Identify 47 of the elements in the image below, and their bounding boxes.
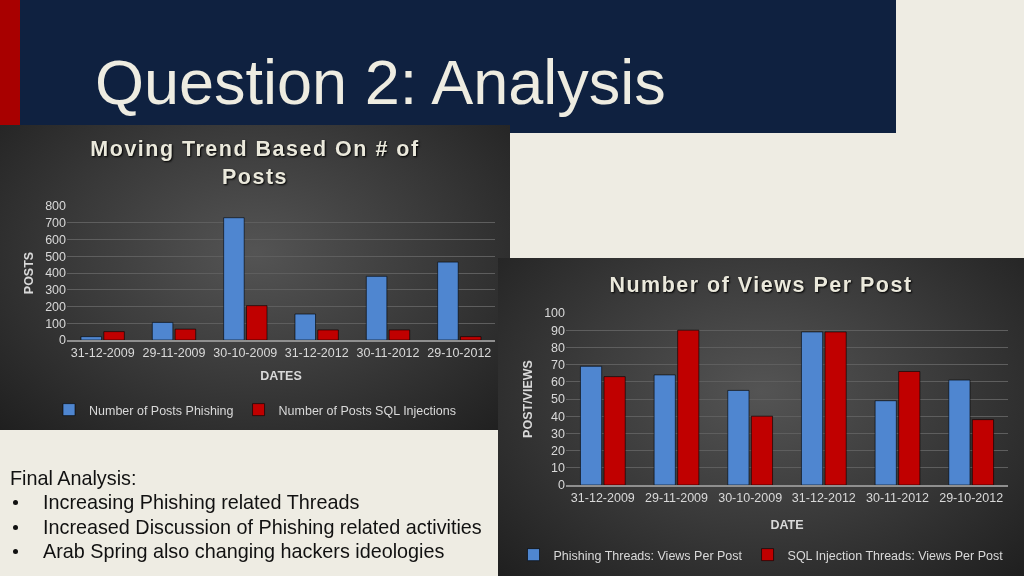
x-tick-label: 30-11-2012 [865,490,930,505]
y-tick-label: 10 [551,461,566,476]
y-tick-label: 200 [45,299,67,314]
y-tick-label: 40 [551,409,566,424]
y-tick-label: 100 [45,316,67,331]
x-tick-label: 29-10-2012 [939,490,1004,505]
legend-label: SQL Injection Threads: Views Per Post [787,548,1004,563]
x-tick-label: 31-12-2012 [284,345,349,360]
chart-title: Moving Trend Based On # of Posts [90,137,420,189]
y-tick-label: 0 [558,478,566,493]
legend-label: Number of Posts Phishing [89,403,234,418]
x-tick-label: 30-10-2009 [213,345,278,360]
y-tick-label: 80 [551,340,566,355]
y-axis-title: POSTS [22,251,37,295]
y-tick-label: 70 [551,357,566,372]
x-tick-label: 29-10-2012 [427,345,492,360]
y-tick-label: 60 [551,375,566,390]
y-tick-label: 100 [544,306,566,321]
text: Final Analysis: [10,466,137,491]
text: Increasing Phishing related Threads [43,491,360,514]
x-tick-label: 30-11-2012 [356,345,420,360]
y-tick-label: 700 [45,216,67,231]
x-axis-title: DATES [260,368,302,383]
y-tick-label: 0 [59,333,67,348]
text: Question 2: Analysis [95,46,666,118]
legend-label: Number of Posts SQL Injections [278,403,456,418]
x-axis-title: DATE [770,517,804,532]
x-tick-label: 29-11-2009 [142,345,206,360]
y-tick-label: 30 [551,426,566,441]
x-tick-label: 31-12-2009 [570,490,635,505]
y-tick-label: 400 [45,266,67,281]
text: Increased Discussion of Phishing related activities [43,515,482,538]
y-axis-title: POST/VIEWS [521,360,536,438]
y-tick-label: 800 [45,199,67,214]
y-tick-label: 600 [45,232,67,247]
chart-title: Number of Views Per Post [609,272,913,297]
y-tick-label: 20 [551,443,566,458]
text: Arab Spring also changing hackers ideologies [43,540,445,563]
x-tick-label: 31-12-2012 [791,490,856,505]
y-tick-label: 50 [551,392,566,407]
legend-label: Phishing Threads: Views Per Post [553,548,743,563]
x-tick-label: 31-12-2009 [70,345,135,360]
x-tick-label: 30-10-2009 [718,490,783,505]
y-tick-label: 500 [45,249,67,264]
y-tick-label: 300 [45,283,67,298]
x-tick-label: 29-11-2009 [644,490,709,505]
y-tick-label: 90 [551,323,566,338]
